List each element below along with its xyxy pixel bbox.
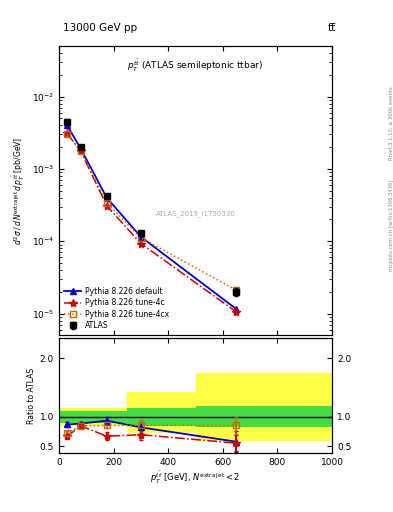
X-axis label: $p_T^{t\bar{t}}$ [GeV], $N^{\mathrm{extra\,jet}} < 2$: $p_T^{t\bar{t}}$ [GeV], $N^{\mathrm{extr…: [151, 470, 241, 486]
Text: Rivet 3.1.10, ≥ 300k events: Rivet 3.1.10, ≥ 300k events: [389, 86, 393, 160]
Pythia 8.226 default: [105, 195, 109, 201]
Pythia 8.226 default: [79, 146, 83, 152]
Pythia 8.226 tune-4c: [79, 148, 83, 155]
Pythia 8.226 tune-4c: [105, 203, 109, 209]
Text: $p_T^{t\bar{t}}$ (ATLAS semileptonic ttbar): $p_T^{t\bar{t}}$ (ATLAS semileptonic ttb…: [127, 58, 264, 74]
Pythia 8.226 default: [65, 122, 70, 129]
Pythia 8.226 tune-4cx: [79, 148, 83, 154]
Pythia 8.226 default: [234, 306, 239, 312]
Legend: Pythia 8.226 default, Pythia 8.226 tune-4c, Pythia 8.226 tune-4cx, ATLAS: Pythia 8.226 default, Pythia 8.226 tune-…: [63, 286, 171, 332]
Line: Pythia 8.226 default: Pythia 8.226 default: [64, 122, 240, 312]
Text: mcplots.cern.ch [arXiv:1306.3436]: mcplots.cern.ch [arXiv:1306.3436]: [389, 180, 393, 271]
Text: 13000 GeV pp: 13000 GeV pp: [63, 23, 137, 33]
Line: Pythia 8.226 tune-4cx: Pythia 8.226 tune-4cx: [64, 132, 239, 293]
Pythia 8.226 default: [139, 234, 143, 240]
Pythia 8.226 tune-4cx: [65, 132, 70, 138]
Line: Pythia 8.226 tune-4c: Pythia 8.226 tune-4c: [63, 129, 241, 316]
Pythia 8.226 tune-4c: [65, 131, 70, 137]
Pythia 8.226 tune-4c: [139, 241, 143, 247]
Pythia 8.226 tune-4cx: [105, 200, 109, 206]
Y-axis label: $d^2\sigma\,/\,d\,N^{\mathrm{extra\,jet}}\,d\,p_T^{t\bar{t}}$ [pb/GeV]: $d^2\sigma\,/\,d\,N^{\mathrm{extra\,jet}…: [11, 137, 28, 245]
Text: tt̅: tt̅: [328, 23, 336, 33]
Pythia 8.226 tune-4c: [234, 309, 239, 315]
Pythia 8.226 tune-4cx: [234, 287, 239, 293]
Text: ATLAS_2019_I1750330: ATLAS_2019_I1750330: [156, 210, 235, 217]
Y-axis label: Ratio to ATLAS: Ratio to ATLAS: [27, 368, 35, 423]
Pythia 8.226 tune-4cx: [139, 234, 143, 241]
